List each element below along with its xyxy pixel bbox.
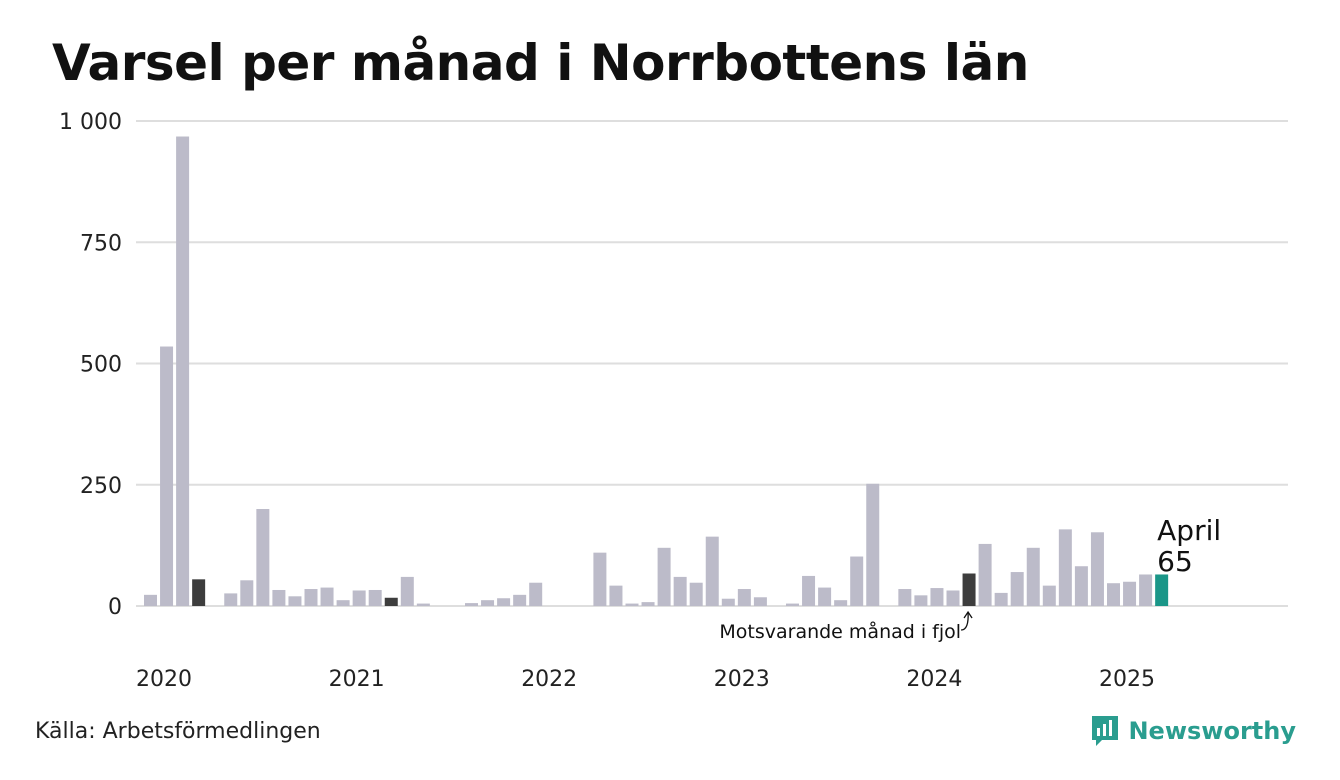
x-tick-label: 2022 <box>521 667 577 692</box>
x-tick-label: 2024 <box>906 667 962 692</box>
bar <box>1107 583 1120 606</box>
bar <box>946 590 960 606</box>
chart-title: Varsel per månad i Norrbottens län <box>52 34 1029 92</box>
bar <box>416 603 430 606</box>
bar <box>721 598 735 606</box>
y-tick-label: 750 <box>80 231 122 256</box>
bar <box>914 595 928 606</box>
y-tick-label: 500 <box>80 353 122 378</box>
bar-same-month <box>192 579 206 606</box>
bar <box>978 543 992 606</box>
x-tick-label: 2025 <box>1099 667 1155 692</box>
bar <box>786 603 799 606</box>
brand-name: Newsworthy <box>1128 717 1296 745</box>
bar <box>320 587 334 606</box>
bars <box>144 136 1169 606</box>
bar <box>625 603 639 606</box>
bar <box>1010 572 1024 606</box>
bar <box>529 582 543 606</box>
bar <box>657 547 671 606</box>
bar-same-month <box>962 573 976 606</box>
brand-logo[interactable]: Newsworthy <box>1090 714 1296 748</box>
bar <box>481 600 495 606</box>
bar <box>497 598 511 606</box>
bar <box>994 592 1008 606</box>
bar <box>336 600 350 606</box>
previous-year-arrowhead <box>963 610 973 619</box>
bar <box>352 590 366 606</box>
bar <box>930 588 944 606</box>
bar <box>866 483 880 606</box>
bar <box>288 596 302 606</box>
bar <box>593 552 607 606</box>
newsworthy-logo-icon <box>1092 716 1119 746</box>
bar <box>1042 585 1056 606</box>
bar <box>609 585 623 606</box>
bar <box>705 536 719 606</box>
previous-year-note: Motsvarande månad i fjol <box>719 620 961 643</box>
bar <box>1026 547 1040 606</box>
x-axis-ticks: 2020 2021 2022 2023 2024 2025 <box>136 667 1155 692</box>
bar <box>224 593 238 606</box>
gridlines <box>136 120 1288 607</box>
bar <box>737 589 751 606</box>
bar <box>898 589 912 606</box>
bar <box>673 576 687 606</box>
y-tick-label: 250 <box>80 474 122 499</box>
previous-year-arrow <box>960 611 969 631</box>
bar-current-month <box>1155 574 1169 606</box>
bar <box>1090 532 1104 606</box>
y-axis-ticks: 0 250 500 750 1 000 <box>59 110 122 620</box>
bar <box>304 589 318 606</box>
y-tick-label: 0 <box>108 595 122 620</box>
current-month-label: April <box>1157 514 1221 547</box>
bar <box>513 594 527 606</box>
bar <box>465 603 478 606</box>
annotations: April 65 Motsvarande månad i fjol <box>719 514 1221 643</box>
bar <box>144 594 157 606</box>
x-tick-label: 2023 <box>714 667 770 692</box>
bar <box>689 582 703 606</box>
bar <box>256 509 270 606</box>
bar <box>753 597 767 606</box>
bar <box>641 602 655 606</box>
x-tick-label: 2020 <box>136 667 192 692</box>
bar <box>802 575 816 606</box>
bar <box>850 556 864 606</box>
bar <box>160 346 174 606</box>
bar <box>1139 574 1153 606</box>
bar-same-month <box>384 597 398 606</box>
current-value-label: 65 <box>1157 545 1193 578</box>
bar-chart: 0 250 500 750 1 000 2020 2021 2022 2023 2024 2025… <box>59 110 1288 692</box>
source-note: Källa: Arbetsförmedlingen <box>35 719 321 744</box>
bar <box>1058 529 1072 606</box>
bar <box>834 600 848 606</box>
bar <box>818 587 832 606</box>
bar <box>1074 566 1088 606</box>
bar <box>176 136 190 606</box>
bar <box>400 576 414 606</box>
bar <box>240 580 254 606</box>
y-tick-label: 1 000 <box>59 110 122 135</box>
x-tick-label: 2021 <box>329 667 385 692</box>
bar <box>272 589 286 606</box>
bar <box>368 589 382 606</box>
bar <box>1123 581 1137 606</box>
